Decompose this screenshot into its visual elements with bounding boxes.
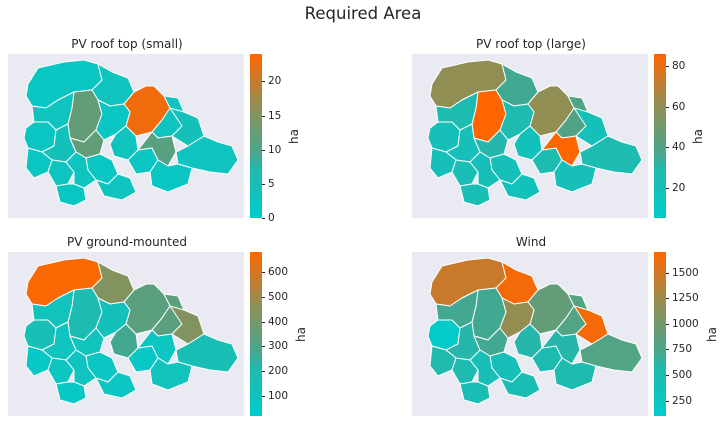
colorbar-tick xyxy=(262,297,265,298)
district-region xyxy=(31,91,75,131)
district-region xyxy=(459,183,491,207)
district-region xyxy=(31,289,75,329)
panel-title: PV roof top (large) xyxy=(476,37,586,51)
colorbar-tick xyxy=(666,349,669,350)
panel-title: Wind xyxy=(515,235,547,249)
colorbar-tick-label: 300 xyxy=(268,340,289,352)
colorbar-tick-label: 750 xyxy=(672,343,693,355)
colorbar-tick xyxy=(666,324,669,325)
colorbar-tick xyxy=(262,396,265,397)
colorbar-tick xyxy=(666,298,669,299)
colorbar-tick-label: 1000 xyxy=(672,318,699,330)
colorbar-tick xyxy=(262,150,265,151)
colorbar-tick-label: 600 xyxy=(268,266,289,278)
choropleth-map xyxy=(427,59,643,207)
colorbar-tick-label: 100 xyxy=(268,390,289,402)
colorbar-tick xyxy=(666,107,669,108)
colorbar-tick xyxy=(262,81,265,82)
colorbar-tick-label: 500 xyxy=(672,369,693,381)
colorbar-tick xyxy=(666,188,669,189)
colorbar-label: ha xyxy=(704,327,719,342)
colorbar-tick xyxy=(666,66,669,67)
map-area xyxy=(8,54,244,218)
panel-title: PV ground-mounted xyxy=(67,235,187,249)
colorbar-tick-label: 20 xyxy=(672,182,686,194)
colorbar-tick-label: 400 xyxy=(268,316,289,328)
choropleth-map xyxy=(23,257,239,405)
colorbar-label: ha xyxy=(294,327,309,342)
colorbar xyxy=(250,54,262,218)
panel-title: PV roof top (small) xyxy=(71,37,183,51)
colorbar-tick-label: 0 xyxy=(268,212,275,224)
colorbar-tick-label: 40 xyxy=(672,141,686,153)
map-area xyxy=(412,54,648,218)
colorbar-tick xyxy=(666,147,669,148)
district-region xyxy=(55,183,87,207)
colorbar-tick-label: 250 xyxy=(672,395,693,407)
choropleth-map xyxy=(427,257,643,405)
district-region xyxy=(553,159,597,193)
district-region xyxy=(499,371,541,399)
colorbar-tick xyxy=(262,371,265,372)
map-area xyxy=(412,252,648,416)
choropleth-map xyxy=(23,59,239,207)
colorbar-tick xyxy=(262,116,265,117)
colorbar-tick-label: 500 xyxy=(268,291,289,303)
colorbar-tick xyxy=(666,401,669,402)
district-region xyxy=(459,381,491,405)
colorbar-label: ha xyxy=(287,129,302,144)
district-region xyxy=(499,173,541,201)
colorbar xyxy=(654,54,666,218)
figure-title: Required Area xyxy=(304,4,422,23)
colorbar-tick-label: 1250 xyxy=(672,292,699,304)
colorbar-tick-label: 1500 xyxy=(672,267,699,279)
colorbar-tick-label: 10 xyxy=(268,144,282,156)
colorbar-tick-label: 20 xyxy=(268,75,282,87)
colorbar-tick-label: 200 xyxy=(268,365,289,377)
district-region xyxy=(55,381,87,405)
colorbar-tick-label: 5 xyxy=(268,178,275,190)
colorbar-tick xyxy=(262,184,265,185)
colorbar-tick xyxy=(262,218,265,219)
colorbar-tick xyxy=(666,273,669,274)
colorbar-tick xyxy=(262,272,265,273)
colorbar-tick xyxy=(666,375,669,376)
district-region xyxy=(553,357,597,391)
colorbar-tick-label: 15 xyxy=(268,110,282,122)
district-region xyxy=(149,357,193,391)
colorbar-tick xyxy=(262,346,265,347)
district-region xyxy=(95,173,137,201)
district-region xyxy=(149,159,193,193)
colorbar-tick-label: 80 xyxy=(672,60,686,72)
colorbar-tick-label: 60 xyxy=(672,101,686,113)
colorbar-tick xyxy=(262,322,265,323)
colorbar-label: ha xyxy=(691,129,706,144)
colorbar xyxy=(250,252,262,416)
district-region xyxy=(435,91,479,131)
district-region xyxy=(95,371,137,399)
map-area xyxy=(8,252,244,416)
colorbar xyxy=(654,252,666,416)
district-region xyxy=(435,289,479,329)
